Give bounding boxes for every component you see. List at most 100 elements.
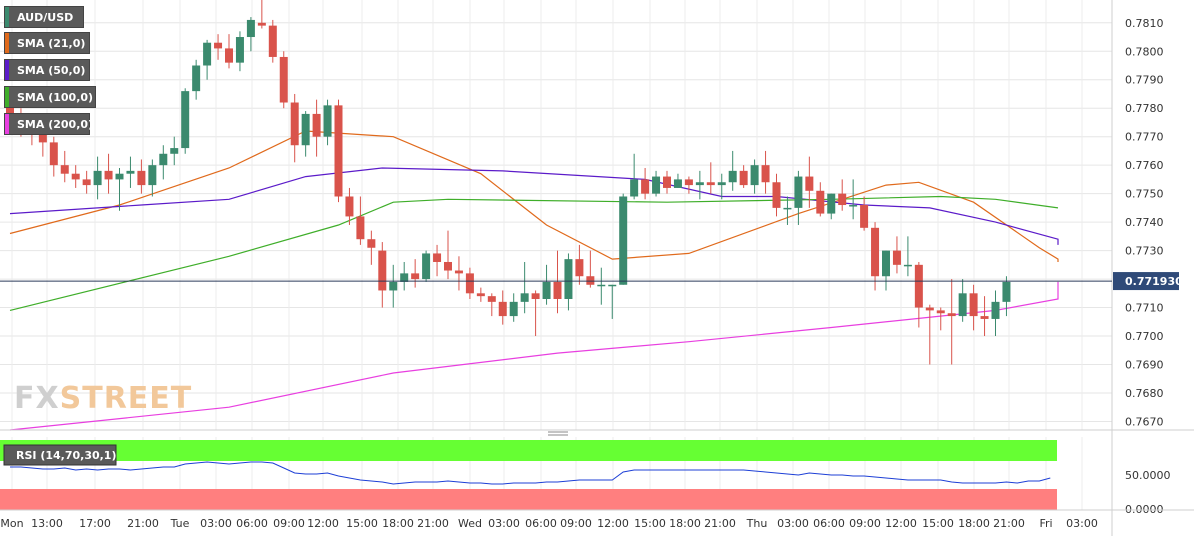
candle-body	[345, 196, 354, 217]
candle-body	[476, 293, 485, 297]
y-tick-label: 0.7770	[1125, 131, 1164, 144]
candle-body	[115, 173, 124, 180]
legend-label: SMA (200,0)	[17, 118, 94, 131]
legend-label: SMA (21,0)	[17, 37, 86, 50]
legend-sma-200-0[interactable]: SMA (200,0)	[4, 113, 94, 135]
candle-body	[597, 284, 606, 287]
x-tick-label: 09:00	[849, 517, 881, 530]
candle-body	[38, 130, 47, 143]
x-tick-label: 09:00	[560, 517, 592, 530]
x-tick-label: 18:00	[958, 517, 990, 530]
candle-body	[695, 182, 704, 186]
y-tick-label: 0.7680	[1125, 387, 1164, 400]
candle-body	[608, 284, 617, 287]
rsi-line	[10, 461, 1051, 485]
x-tick-label: 03:00	[1066, 517, 1098, 530]
candle-body	[60, 165, 69, 174]
grid	[0, 0, 1112, 510]
x-tick-label: Mon	[0, 517, 23, 530]
candle-body	[652, 176, 661, 194]
fxstreet-logo: FXSTREET	[14, 381, 191, 416]
rsi-tick-50: 50.0000	[1125, 469, 1171, 482]
candle-body	[411, 273, 420, 280]
moving-averages	[9, 130, 1059, 431]
candle-body	[334, 105, 343, 197]
x-tick-label: 12:00	[307, 517, 339, 530]
candle-body	[214, 42, 223, 49]
candle-body	[235, 37, 244, 63]
candle-body	[641, 179, 650, 194]
last-price-label: 0.771930	[1125, 275, 1183, 288]
legend-label: AUD/USD	[17, 11, 74, 24]
candle-body	[1002, 281, 1011, 302]
candle-body	[49, 142, 58, 166]
candle-body	[794, 176, 803, 208]
candle-body	[509, 301, 518, 317]
candle-body	[520, 293, 529, 302]
legend-sma-100-0[interactable]: SMA (100,0)	[4, 86, 96, 108]
x-tick-label: 21:00	[993, 517, 1025, 530]
candle-body	[728, 170, 737, 183]
x-tick-label: 06:00	[813, 517, 845, 530]
candle-body	[630, 179, 639, 197]
legend-symbol[interactable]: AUD/USD	[4, 6, 84, 28]
candle-body	[892, 250, 901, 265]
candle-body	[750, 165, 759, 186]
y-tick-label: 0.7810	[1125, 17, 1164, 30]
candle-body	[553, 281, 562, 300]
x-tick-label: 03:00	[488, 517, 520, 530]
candle-body	[663, 176, 671, 188]
sma-100-line	[9, 195, 1059, 311]
candle-body	[433, 253, 442, 262]
candle-body	[378, 250, 387, 291]
candle-body	[706, 182, 715, 186]
legend-sma-21-0[interactable]: SMA (21,0)	[4, 32, 90, 54]
candle-body	[367, 239, 376, 248]
candle-body	[400, 273, 409, 282]
legend-sma-50-0[interactable]: SMA (50,0)	[4, 59, 90, 81]
x-tick-label: 18:00	[382, 517, 414, 530]
candle-body	[290, 102, 299, 146]
candle-body	[980, 316, 989, 319]
y-tick-label: 0.7690	[1125, 359, 1164, 372]
x-tick-label: 21:00	[417, 517, 449, 530]
x-tick-label: 21:00	[704, 517, 736, 530]
candle-body	[542, 281, 551, 300]
candle-body	[356, 216, 365, 240]
candle-body	[203, 42, 212, 66]
x-tick-label: Wed	[458, 517, 482, 530]
candle-body	[246, 19, 255, 38]
x-tick-label: Tue	[170, 517, 190, 530]
candle-body	[564, 259, 573, 300]
candle-body	[126, 170, 135, 174]
candle-body	[93, 170, 102, 186]
candle-body	[159, 153, 168, 166]
candle-body	[903, 264, 912, 267]
y-tick-label: 0.7740	[1125, 216, 1164, 229]
candle-body	[71, 173, 80, 180]
x-tick-label: 21:00	[127, 517, 159, 530]
candle-body	[684, 179, 693, 186]
x-tick-label: 15:00	[922, 517, 954, 530]
x-tick-label: 17:00	[79, 517, 111, 530]
rsi-oversold-zone	[0, 489, 1057, 510]
candles	[6, 0, 1011, 365]
candle-body	[739, 170, 748, 186]
legend-label: SMA (100,0)	[17, 91, 94, 104]
y-tick-label: 0.7800	[1125, 45, 1164, 58]
y-tick-label: 0.7750	[1125, 188, 1164, 201]
y-tick-label: 0.7780	[1125, 102, 1164, 115]
x-tick-label: 15:00	[634, 517, 666, 530]
price-panel-bg	[0, 0, 1112, 430]
rsi-panel: RSI (14,70,30,1)	[0, 440, 1194, 511]
candle-body	[958, 293, 967, 317]
candle-body	[279, 56, 288, 103]
legend-swatch	[5, 60, 9, 80]
x-tick-label: Fri	[1039, 517, 1052, 530]
legend-swatch	[5, 7, 9, 27]
y-tick-label: 0.7760	[1125, 159, 1164, 172]
candle-body	[487, 296, 496, 302]
candle-body	[871, 227, 880, 277]
